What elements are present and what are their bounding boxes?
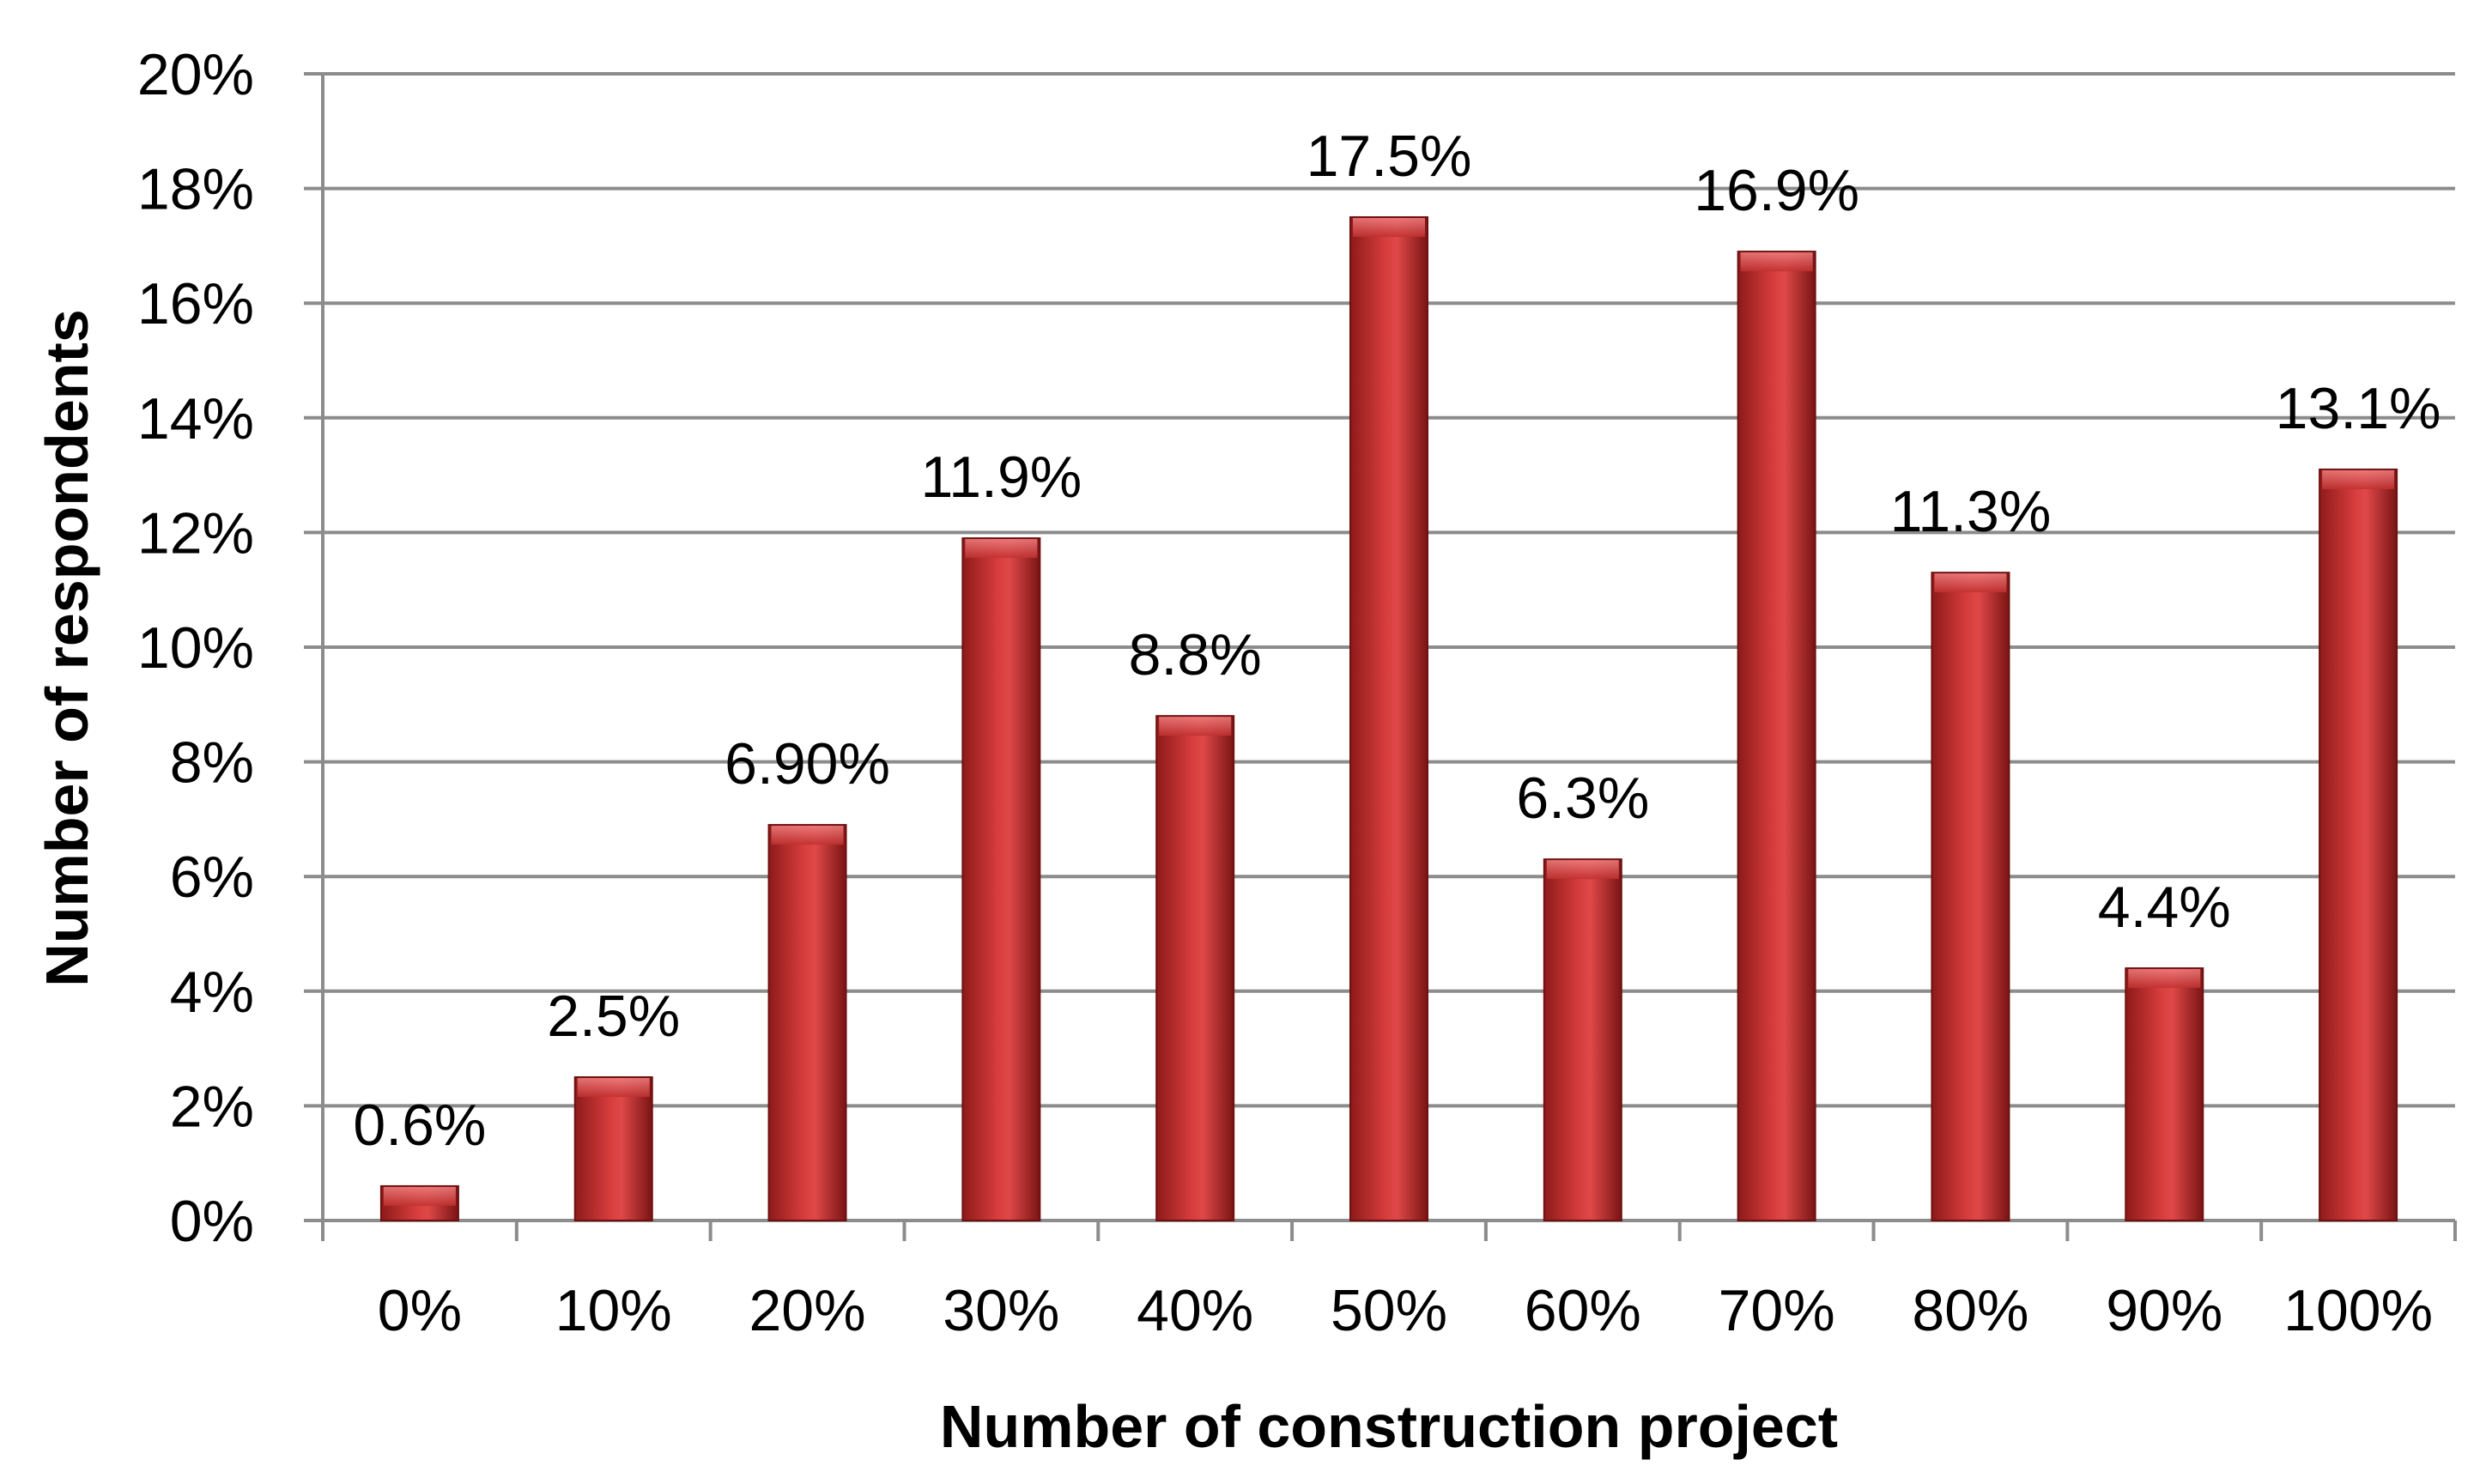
data-label: 16.9% (1694, 158, 1859, 223)
y-tick-label: 16% (137, 271, 254, 336)
bar-body (1543, 858, 1622, 1221)
bar (767, 824, 847, 1222)
tick-labels: 0% 2% 4% 6% 8% 10% 12% 14% 16% 18% 20% 0% 10% 20% 30% 4… (137, 42, 2433, 1343)
bar (573, 1076, 653, 1221)
bar (379, 1184, 459, 1222)
bar (1931, 572, 2010, 1221)
bar-cap (2128, 969, 2201, 989)
y-tick-label: 0% (170, 1189, 254, 1254)
y-tick-label: 2% (170, 1074, 254, 1139)
bar-cap (1546, 860, 1619, 880)
bar-body (767, 824, 847, 1222)
y-tick-label: 10% (137, 615, 254, 681)
x-axis-title: Number of construction project (940, 1393, 1838, 1460)
bar-body (961, 537, 1041, 1221)
y-tick-label: 4% (170, 960, 254, 1025)
y-tick-label: 6% (170, 845, 254, 910)
bar-body (1349, 216, 1428, 1221)
bar-body (2319, 468, 2398, 1221)
bar-body (1155, 715, 1235, 1221)
x-tick-label: 30% (943, 1278, 1059, 1343)
y-tick-label: 18% (137, 157, 254, 222)
bar (1155, 715, 1235, 1221)
x-tick-label: 10% (555, 1278, 672, 1343)
y-axis-title: Number of respondents (33, 309, 100, 987)
y-tick-label: 20% (137, 42, 254, 107)
x-tick-label: 40% (1137, 1278, 1253, 1343)
data-label: 6.3% (1516, 766, 1649, 831)
bar (1737, 251, 1816, 1222)
data-label: 13.1% (2276, 376, 2441, 441)
bar-body (1737, 251, 1816, 1222)
bar-body (1931, 572, 2010, 1221)
y-tick-label: 14% (137, 386, 254, 451)
bar-body (2125, 967, 2204, 1221)
x-tick-label: 80% (1912, 1278, 2028, 1343)
bar-cap (1159, 717, 1232, 736)
data-labels: 0.6% 2.5% 6.90% 11.9% 8.8% 17.5% 6.3% 16.9% 11.3… (353, 124, 2441, 1158)
bar-cap (1934, 573, 2007, 593)
bar-cap (383, 1186, 456, 1206)
bar (1543, 858, 1622, 1221)
data-label: 0.6% (353, 1093, 486, 1158)
bar-cap (1353, 218, 1425, 237)
bar-cap (1740, 252, 1813, 272)
y-tick-label: 8% (170, 730, 254, 796)
bar (2319, 468, 2398, 1221)
bar (1349, 216, 1428, 1221)
data-label: 6.90% (725, 731, 890, 797)
data-label: 11.9% (920, 445, 1082, 510)
bar-body (573, 1076, 653, 1221)
bar-cap (2322, 469, 2395, 489)
x-tick-label: 70% (1719, 1278, 1835, 1343)
data-label: 8.8% (1129, 622, 1262, 687)
bar-cap (965, 539, 1038, 559)
x-tick-label: 100% (2283, 1278, 2433, 1343)
x-tick-label: 60% (1525, 1278, 1641, 1343)
data-label: 4.4% (2098, 875, 2231, 940)
bar (961, 537, 1041, 1221)
bars (379, 216, 2398, 1222)
data-label: 11.3% (1890, 479, 2052, 544)
data-label: 2.5% (547, 984, 680, 1049)
y-tick-label: 12% (137, 500, 254, 566)
bar-cap (577, 1078, 650, 1097)
data-label: 17.5% (1307, 124, 1472, 189)
x-tick-label: 0% (378, 1278, 462, 1343)
x-tick-label: 20% (749, 1278, 865, 1343)
x-tick-label: 90% (2106, 1278, 2222, 1343)
x-tick-label: 50% (1331, 1278, 1447, 1343)
bar (2125, 967, 2204, 1221)
bar-cap (771, 826, 844, 845)
